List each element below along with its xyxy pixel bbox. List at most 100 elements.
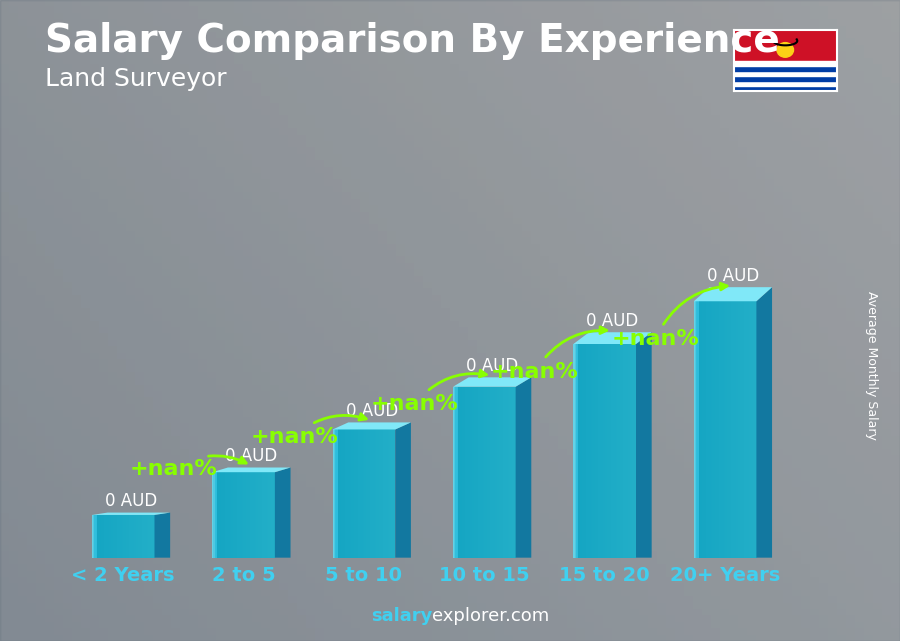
Bar [257,472,258,558]
Bar [146,515,147,558]
Bar [369,429,370,558]
Bar [454,387,455,558]
Bar [271,472,273,558]
Bar [577,344,579,558]
Bar [382,429,384,558]
Bar [353,429,354,558]
Bar [239,472,241,558]
Bar [388,429,389,558]
Bar [471,387,472,558]
Bar [376,429,378,558]
Bar [739,301,740,558]
Bar [573,344,575,558]
Bar [603,344,605,558]
Bar [115,515,117,558]
Text: Average Monthly Salary: Average Monthly Salary [865,291,878,440]
Bar [508,387,509,558]
Bar [340,429,341,558]
Bar [724,301,725,558]
Bar [740,301,742,558]
Bar [123,515,124,558]
Bar [349,429,350,558]
Bar [608,344,610,558]
Bar [109,515,111,558]
Bar [223,472,225,558]
Bar [372,429,373,558]
Bar [359,429,360,558]
Bar [599,344,601,558]
Bar [472,387,474,558]
Bar [632,344,634,558]
Bar [351,429,353,558]
Bar [121,515,122,558]
Bar [458,387,459,558]
Text: Land Surveyor: Land Surveyor [45,67,227,91]
Bar [503,387,505,558]
Bar [261,472,263,558]
Bar [493,387,494,558]
Bar [373,429,374,558]
Bar [749,301,751,558]
Bar [694,301,695,558]
Bar [597,344,598,558]
Bar [455,387,457,558]
Bar [98,515,100,558]
Bar [99,515,101,558]
Bar [127,515,129,558]
Text: Salary Comparison By Experience: Salary Comparison By Experience [45,22,779,60]
Bar [484,387,486,558]
Bar [631,344,633,558]
Bar [231,472,232,558]
Bar [459,387,461,558]
Polygon shape [453,378,531,387]
Bar [143,515,145,558]
Bar [589,344,590,558]
Bar [94,515,95,558]
Bar [142,515,143,558]
Bar [385,429,387,558]
Bar [130,515,132,558]
Bar [150,515,152,558]
Bar [617,344,618,558]
Bar [384,429,385,558]
Bar [735,301,736,558]
Bar [695,301,697,558]
Bar [727,301,729,558]
Bar [112,515,113,558]
Bar [627,344,628,558]
Bar [152,515,153,558]
Polygon shape [573,332,652,344]
Bar [750,301,751,558]
Bar [698,301,699,558]
Bar [345,429,346,558]
Bar [114,515,116,558]
Bar [153,515,155,558]
Bar [357,429,359,558]
Bar [338,429,339,558]
Bar [386,429,388,558]
Bar [215,472,216,558]
Bar [92,515,94,558]
Text: 0 AUD: 0 AUD [706,267,759,285]
Bar [367,429,369,558]
Bar [260,472,261,558]
Bar [514,387,516,558]
Bar [748,301,749,558]
Bar [736,301,738,558]
Bar [621,344,623,558]
Polygon shape [274,467,291,558]
Bar [745,301,746,558]
Bar [730,301,732,558]
Bar [605,344,606,558]
Bar [140,515,142,558]
Text: 0 AUD: 0 AUD [587,312,639,329]
Bar [258,472,260,558]
Bar [595,344,596,558]
Bar [494,387,496,558]
Bar [582,344,583,558]
Bar [217,472,219,558]
Bar [469,387,471,558]
Bar [219,472,220,558]
Bar [507,387,508,558]
Text: +nan%: +nan% [130,456,247,479]
